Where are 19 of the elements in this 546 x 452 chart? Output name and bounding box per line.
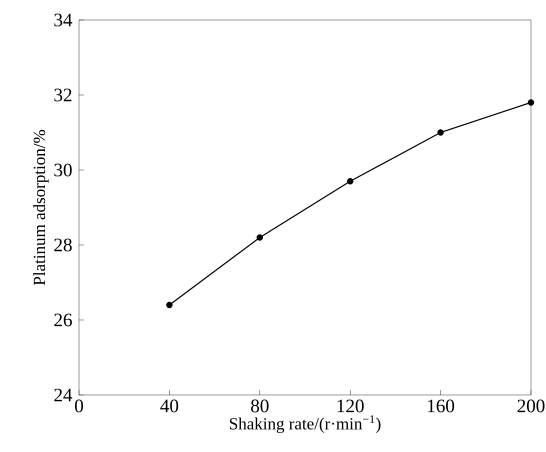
x-tick-label: 200 [518, 400, 545, 412]
y-tick-label: 32 [54, 88, 72, 102]
y-axis-title: Platinum adsorption/% [33, 130, 49, 286]
x-tick-label: 160 [428, 400, 454, 412]
y-tick-label: 24 [54, 388, 72, 402]
point [528, 99, 534, 106]
y-tick-label: 28 [54, 238, 72, 252]
point [437, 129, 444, 136]
point [347, 178, 354, 184]
y-tick-label: 30 [54, 164, 72, 176]
point [256, 234, 264, 241]
y-tick-label: 26 [54, 314, 72, 326]
x-tick-label: 0 [74, 400, 84, 412]
y-tick-label: 34 [54, 14, 72, 26]
x-tick-label: 120 [338, 400, 364, 412]
x-tick-label: 80 [251, 400, 269, 412]
x-axis-title: Shaking rate/(r·min$^{−1}$) [230, 415, 380, 433]
x-tick-label: 40 [160, 400, 178, 412]
point [166, 302, 173, 308]
